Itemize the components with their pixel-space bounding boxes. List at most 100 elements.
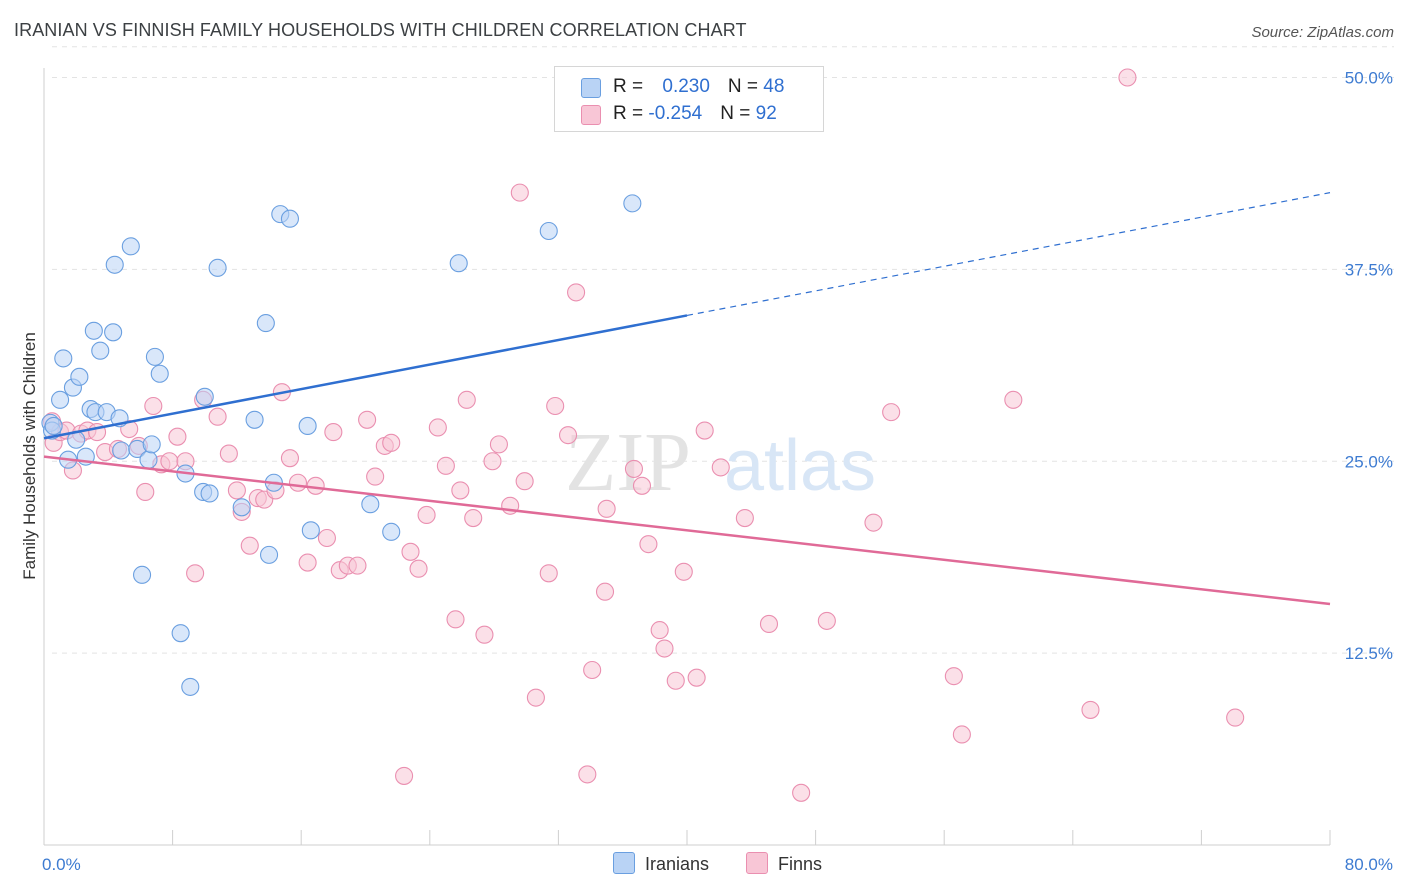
finns-point (168, 427, 187, 446)
finns-point (208, 407, 227, 426)
iranians-point (142, 435, 161, 454)
finns-point (475, 625, 494, 644)
finns-point (306, 476, 325, 495)
legend-item-finns: Finns (746, 852, 822, 875)
finns-point (317, 528, 336, 548)
finns-legend-label: Finns (778, 854, 823, 874)
finns-point (695, 421, 714, 440)
legend-item-iranians: Iranians (613, 852, 709, 875)
grid-lines (52, 46, 1394, 654)
finns-point (358, 410, 377, 429)
finns-point (457, 390, 476, 409)
iranians-point (245, 410, 264, 429)
iranians-point (105, 255, 124, 274)
finns-points (42, 68, 1245, 802)
finns-point (650, 621, 669, 640)
y-tick-label: 12.5% (1345, 644, 1393, 663)
finns-point (240, 536, 259, 555)
iranians-point (301, 521, 320, 540)
r-label: R = (613, 76, 649, 97)
finns-point (464, 508, 483, 528)
finns-point (546, 396, 565, 416)
finns-point (595, 582, 615, 601)
finns-point (401, 542, 420, 561)
watermark-atlas: atlas (724, 426, 876, 506)
n-value: 48 (763, 76, 785, 97)
finns-point (1226, 708, 1245, 727)
finns-point (417, 505, 436, 525)
legend-text-iranians: R = 0.230 N = 48 (613, 76, 784, 98)
iranians-point (280, 209, 299, 228)
finns-point (639, 535, 658, 554)
finns-point (711, 458, 730, 477)
iranians-point (91, 341, 110, 360)
finns-point (1081, 700, 1100, 719)
finns-point (489, 435, 508, 454)
iranians-trend-extension (686, 192, 1331, 317)
finns-point (952, 725, 971, 744)
legend-text-finns: R = -0.254 N = 92 (613, 103, 777, 125)
iranians-point (121, 237, 140, 256)
y-tick-label: 25.0% (1345, 452, 1393, 471)
iranians-legend-swatch (613, 852, 635, 874)
trend-lines (43, 192, 1331, 606)
y-tick-label: 37.5% (1345, 260, 1393, 279)
finns-point (409, 559, 428, 578)
iranians-point (259, 545, 279, 564)
finns-point (759, 614, 779, 634)
iranians-point (112, 441, 131, 460)
iranians-point (382, 522, 401, 541)
iranians-point (208, 258, 227, 277)
iranians-point (70, 367, 89, 386)
finns-point (666, 671, 685, 690)
source-label: Source: ZipAtlas.com (1251, 24, 1394, 41)
finns-point (395, 766, 414, 785)
finns-point (1004, 390, 1023, 409)
n-value: 92 (755, 103, 777, 124)
iranians-point (256, 314, 275, 333)
iranians-point (54, 349, 73, 368)
finns-point (558, 426, 578, 445)
finns-point (324, 423, 343, 442)
finns-point (436, 456, 455, 475)
iranians-point (623, 194, 642, 213)
iranians-point (449, 254, 468, 273)
finns-point (864, 513, 883, 532)
n-label: N = (720, 103, 756, 124)
x-tick-label: 80.0% (1345, 855, 1393, 874)
finns-point (687, 668, 706, 687)
y-tick-label: 50.0% (1345, 69, 1393, 88)
iranians-point (139, 450, 158, 469)
iranians-point (51, 390, 70, 409)
iranians-point (84, 321, 103, 340)
finns-point (578, 765, 597, 784)
axes (43, 68, 1331, 846)
finns-point (446, 610, 465, 629)
finns-point (597, 499, 616, 518)
finns-legend-swatch (746, 852, 768, 874)
iranians-swatch (581, 78, 601, 98)
finns-point (624, 459, 644, 478)
iranians-point (232, 498, 251, 517)
finns-point (227, 481, 246, 500)
finns-point (219, 444, 238, 463)
finns-point (632, 476, 652, 495)
iranians-point (44, 416, 63, 435)
finns-point (817, 611, 836, 630)
r-value: 0.230 (662, 76, 710, 97)
finns-point (280, 449, 299, 468)
finns-point (882, 403, 901, 422)
finns-point (510, 183, 529, 202)
iranians-point (539, 221, 558, 241)
finns-point (526, 688, 545, 707)
iranians-point (195, 387, 214, 406)
finns-point (298, 553, 317, 572)
finns-point (348, 556, 367, 575)
finns-point (428, 418, 447, 437)
finns-point (288, 473, 308, 492)
n-label: N = (727, 76, 764, 97)
iranians-point (145, 347, 164, 366)
watermark: ZIP atlas (565, 416, 876, 509)
iranians-point (200, 484, 219, 503)
finns-swatch (581, 105, 601, 125)
